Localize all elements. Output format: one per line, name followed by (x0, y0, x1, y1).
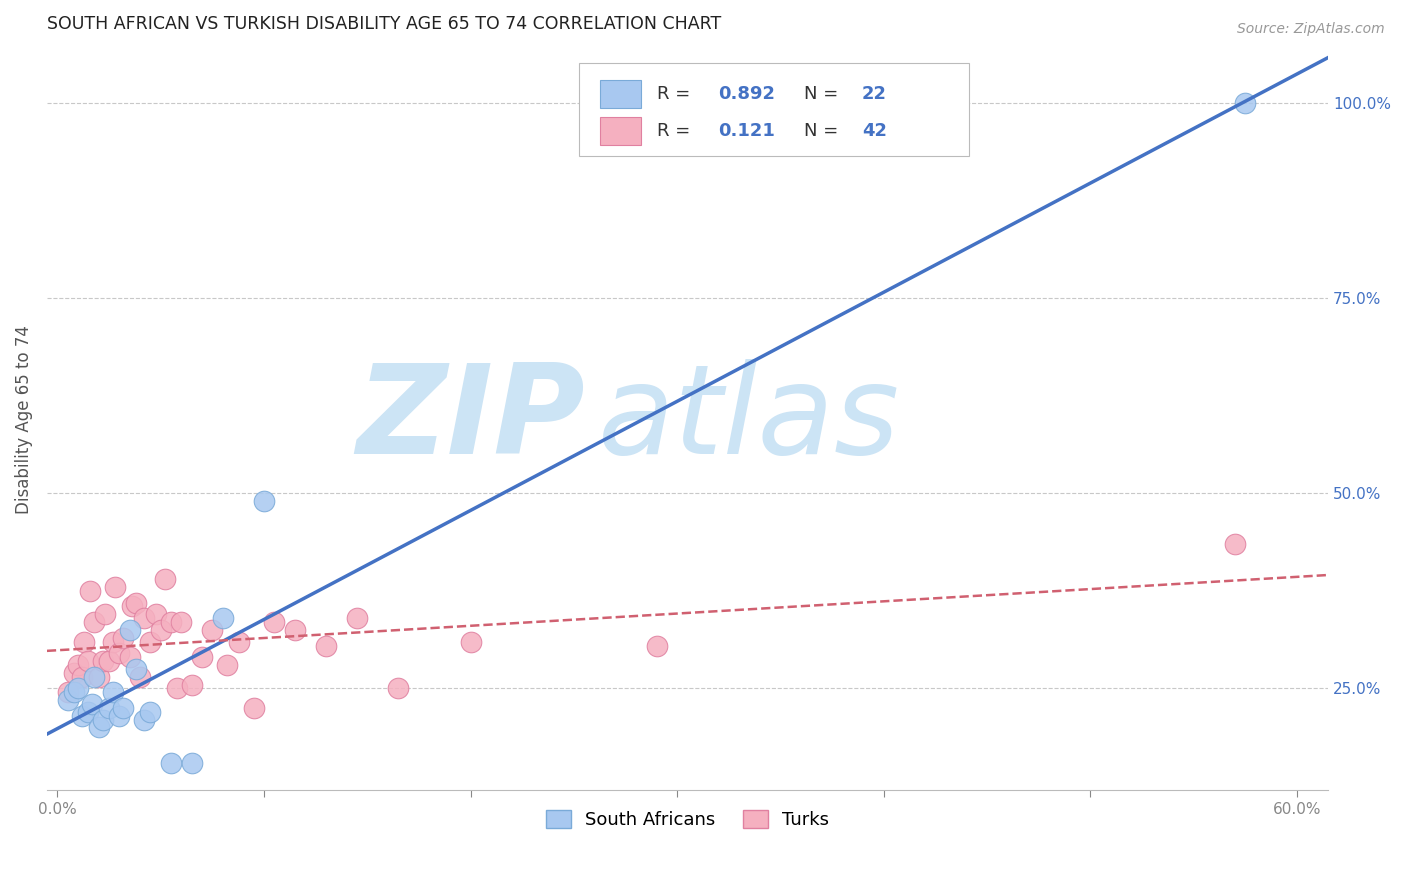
Point (315, 639, 337, 653)
Point (66, 681, 89, 696)
Point (62, 685, 84, 699)
Point (263, 615, 285, 629)
Point (191, 650, 214, 665)
Point (180, 756, 202, 770)
Point (112, 631, 135, 645)
Point (125, 662, 148, 676)
Point (139, 634, 162, 648)
Point (62, 665, 84, 680)
Point (346, 611, 368, 625)
Point (70, 670, 93, 684)
Point (1234, 96, 1257, 111)
Text: R =: R = (657, 122, 702, 140)
Bar (600, 117, 641, 145)
Y-axis label: Disability Age 65 to 74: Disability Age 65 to 74 (15, 325, 32, 514)
Point (118, 650, 141, 665)
Point (460, 634, 482, 648)
Point (91, 713, 114, 727)
Point (83, 670, 105, 684)
FancyBboxPatch shape (579, 63, 969, 156)
Point (284, 623, 307, 637)
Point (108, 708, 131, 723)
Point (201, 623, 224, 637)
Text: Source: ZipAtlas.com: Source: ZipAtlas.com (1237, 22, 1385, 37)
Point (87, 670, 110, 684)
Text: ZIP: ZIP (356, 359, 585, 480)
Point (1223, 537, 1246, 551)
Text: 42: 42 (862, 122, 887, 140)
Text: N =: N = (804, 122, 844, 140)
Point (104, 580, 127, 594)
Point (170, 615, 193, 629)
Point (108, 646, 131, 660)
Point (242, 701, 264, 715)
Point (77, 705, 100, 719)
Point (70, 708, 93, 723)
Point (139, 705, 162, 719)
Point (166, 681, 188, 696)
Point (56, 693, 79, 707)
Point (125, 596, 148, 610)
Point (160, 756, 183, 770)
Point (66, 658, 89, 673)
Point (132, 611, 155, 625)
Point (153, 572, 176, 586)
Point (128, 670, 150, 684)
Text: 0.121: 0.121 (718, 122, 775, 140)
Point (94, 607, 117, 622)
Bar (600, 80, 641, 108)
Point (101, 685, 124, 699)
Point (91, 654, 114, 668)
Point (121, 599, 143, 614)
Point (79, 583, 101, 598)
Point (149, 623, 172, 637)
Text: atlas: atlas (598, 359, 900, 480)
Text: 22: 22 (862, 86, 887, 103)
Point (97, 654, 120, 668)
Point (228, 634, 250, 648)
Legend: South Africans, Turks: South Africans, Turks (538, 804, 837, 837)
Point (180, 677, 202, 691)
Point (215, 658, 238, 673)
Point (118, 623, 141, 637)
Point (56, 685, 79, 699)
Point (145, 607, 167, 622)
Point (73, 634, 96, 648)
Text: SOUTH AFRICAN VS TURKISH DISABILITY AGE 65 TO 74 CORRELATION CHART: SOUTH AFRICAN VS TURKISH DISABILITY AGE … (46, 15, 721, 33)
Text: 0.892: 0.892 (718, 86, 775, 103)
Point (112, 701, 135, 715)
Point (97, 701, 120, 715)
Point (645, 639, 668, 653)
Point (132, 713, 155, 727)
Text: N =: N = (804, 86, 844, 103)
Point (77, 654, 100, 668)
Point (101, 634, 124, 648)
Point (211, 611, 233, 625)
Point (82, 697, 104, 711)
Text: R =: R = (657, 86, 696, 103)
Point (83, 615, 105, 629)
Point (87, 721, 110, 735)
Point (160, 615, 183, 629)
Point (387, 681, 409, 696)
Point (253, 494, 276, 508)
